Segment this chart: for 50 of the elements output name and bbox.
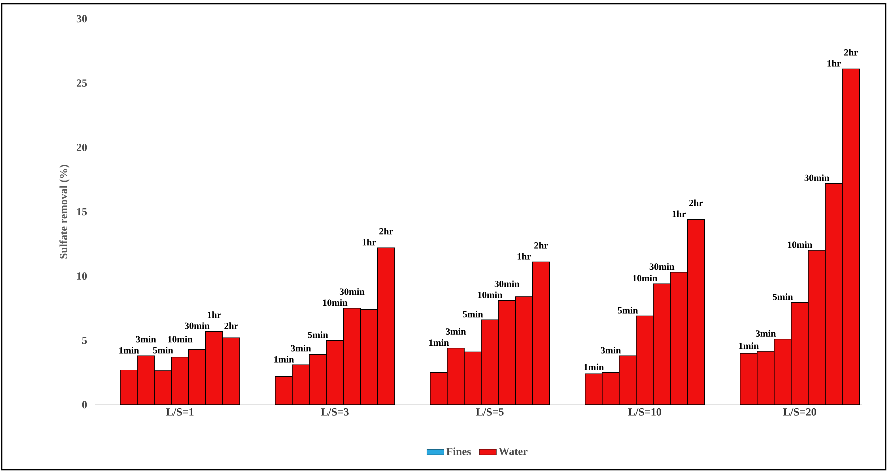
x-tick-label: L/S=1 <box>166 408 194 416</box>
annotation: 10min <box>788 242 813 248</box>
annotation: 1hr <box>518 253 532 260</box>
annotation: 5min <box>153 347 174 354</box>
y-tick-label: 20 <box>76 144 88 152</box>
annotation: 1min <box>430 339 450 346</box>
annotation: 30min <box>185 322 210 330</box>
annotation: 10min <box>478 292 503 298</box>
x-tick-label: L/S=3 <box>321 408 349 416</box>
x-tick-label: L/S=20 <box>783 408 816 416</box>
y-tick-label: 30 <box>76 15 88 23</box>
annotation: 1min <box>274 356 294 363</box>
annotation: 30min <box>650 263 675 270</box>
y-tick-label: 10 <box>77 272 88 280</box>
annotation: 10min <box>168 336 193 343</box>
y-tick-label: 5 <box>82 337 88 344</box>
y-tick-label: 25 <box>76 80 88 87</box>
annotation: 2hr <box>224 322 238 330</box>
annotation: 5min <box>463 311 484 318</box>
annotation: 3min <box>136 336 156 343</box>
legend-label: Fines <box>446 448 472 456</box>
annotation: 1min <box>584 364 604 370</box>
annotation: 2hr <box>690 200 704 206</box>
annotation: 1hr <box>828 60 842 67</box>
y-tick-label: 15 <box>77 208 88 216</box>
y-tick-label: 0 <box>82 401 88 409</box>
annotation: 1hr <box>672 210 686 218</box>
annotation: 1hr <box>208 312 222 318</box>
annotation: 5min <box>618 307 638 314</box>
x-tick-label: L/S=5 <box>476 408 504 416</box>
annotation: 1min <box>120 347 140 354</box>
annotation: 3min <box>756 330 776 337</box>
annotation: 1min <box>739 342 760 350</box>
annotation: 2hr <box>380 228 394 235</box>
annotation: 5min <box>773 294 794 300</box>
annotation: 30min <box>340 288 365 296</box>
annotation: 1hr <box>362 239 376 246</box>
annotation: 2hr <box>844 49 858 56</box>
annotation: 30min <box>804 174 830 182</box>
legend-label: Water <box>498 448 528 456</box>
annotation: 10min <box>633 274 658 282</box>
annotation: 3min <box>291 345 312 352</box>
annotation: 3min <box>601 347 622 354</box>
annotation: 10min <box>323 299 348 306</box>
x-tick-label: L/S=10 <box>628 408 662 416</box>
annotation: 2hr <box>534 242 548 249</box>
annotation: 3min <box>446 328 466 335</box>
annotation: 5min <box>308 332 328 338</box>
y-axis-title: Sulfate removal (%) <box>60 165 70 259</box>
annotation: 30min <box>494 280 520 288</box>
